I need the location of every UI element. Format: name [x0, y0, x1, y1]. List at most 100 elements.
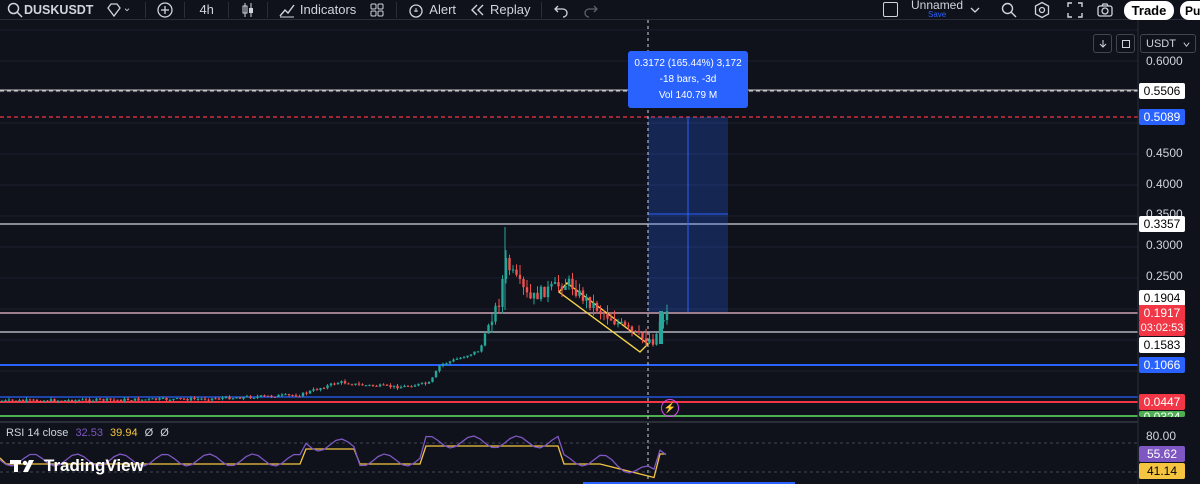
candle-body [277, 395, 280, 398]
redo-button[interactable] [576, 0, 606, 20]
top-toolbar: DUSKUSDT 4h Indicators Alert Replay [0, 0, 1200, 20]
candle-body [644, 338, 648, 343]
candle-body [326, 385, 329, 389]
logo-text: TradingView [44, 456, 144, 475]
rsi-line [0, 435, 667, 474]
scale-icon [1121, 39, 1130, 48]
candle-body [399, 387, 403, 389]
candle-body [585, 296, 588, 301]
publish-button[interactable]: Pu [1180, 1, 1200, 20]
rewind-icon [471, 4, 484, 15]
candle-body [193, 397, 196, 400]
divider [145, 1, 147, 18]
currency-select[interactable]: USDT [1140, 34, 1196, 53]
interval-label: 4h [199, 2, 214, 17]
candle-body [102, 399, 105, 401]
candle-body [529, 292, 532, 299]
candle-body [245, 396, 249, 398]
candle-body [95, 398, 98, 401]
currency-label: USDT [1146, 37, 1176, 50]
undo-button[interactable] [546, 0, 576, 20]
templates-button[interactable] [362, 0, 392, 20]
candle-body [588, 296, 592, 308]
quick-search-icon[interactable] [1000, 1, 1018, 19]
candle-body [266, 395, 270, 397]
candle-body [403, 385, 406, 388]
candle-body [613, 320, 616, 325]
lightning-icon[interactable]: ⚡ [661, 399, 679, 417]
rsi-legend[interactable]: RSI 14 close 32.53 39.94 Ø Ø [6, 427, 173, 439]
alert-button[interactable]: Alert [401, 0, 462, 20]
candle-body [595, 302, 599, 311]
candle-body [378, 384, 382, 387]
trade-button[interactable]: Trade [1124, 1, 1174, 20]
measure-tooltip: 0.3172 (165.44%) 3,172 -18 bars, -3d Vol… [628, 51, 748, 108]
candle-body [137, 398, 140, 401]
candle-body [627, 325, 630, 327]
candle-body [340, 381, 343, 383]
interval-button[interactable]: 4h [189, 0, 223, 20]
layout-checkbox[interactable] [883, 2, 898, 17]
candle-body [560, 286, 564, 290]
chevron-down-icon[interactable] [969, 4, 981, 16]
auto-scale-button[interactable] [1116, 34, 1135, 53]
camera-icon[interactable] [1096, 1, 1114, 19]
candle-body [21, 400, 25, 402]
candle-body [532, 292, 536, 299]
candle-body [469, 354, 473, 356]
replay-label: Replay [490, 2, 531, 17]
scroll-down-button[interactable] [1093, 34, 1112, 53]
candle-body [438, 365, 441, 372]
candle-body [350, 384, 354, 386]
candle-body [431, 377, 434, 382]
candle-body [298, 396, 301, 398]
candle-body [462, 357, 466, 359]
candle-body [161, 397, 165, 399]
divider [227, 1, 229, 18]
candle-body [504, 258, 508, 279]
candles [0, 227, 669, 404]
symbol-search[interactable]: DUSKUSDT [0, 0, 99, 20]
fullscreen-icon[interactable] [1066, 1, 1084, 19]
candle-body [452, 359, 455, 362]
candle-body [32, 399, 35, 401]
candle-body [385, 384, 389, 386]
candle-body [221, 397, 224, 399]
candle-body [550, 283, 553, 287]
layout-name[interactable]: Unnamed [911, 0, 964, 12]
alert-label: Alert [429, 2, 457, 17]
price-chart[interactable] [0, 20, 1200, 484]
price-tag-low: 0.1583 [1139, 337, 1185, 353]
candle-body [315, 389, 319, 391]
compare-button[interactable] [150, 0, 180, 20]
axis-tick: 0.4500 [1146, 146, 1183, 160]
candle-body [284, 394, 287, 396]
candle-body [518, 274, 522, 280]
candle-body [630, 326, 634, 331]
candle-body [280, 394, 284, 396]
tradingview-logo[interactable]: TradingView [10, 456, 144, 476]
divider [396, 1, 398, 18]
candle-body [599, 310, 602, 313]
candle-body [217, 398, 221, 400]
candle-body [42, 400, 46, 403]
layout-save-status: Save [928, 10, 947, 19]
indicators-button[interactable]: Indicators [272, 0, 362, 20]
candle-body [641, 332, 644, 339]
rsi-ma-tag: 41.14 [1139, 463, 1185, 479]
candle-body [46, 400, 49, 402]
diamond-menu-button[interactable] [99, 0, 141, 20]
measure-bars: -18 bars, -3d [659, 74, 717, 85]
search-icon [7, 2, 23, 18]
replay-button[interactable]: Replay [462, 0, 536, 20]
candle-body [333, 383, 336, 385]
candle-body [235, 397, 238, 399]
chart-type-button[interactable] [233, 0, 263, 20]
candle-body [382, 384, 385, 386]
candle-body [126, 398, 130, 401]
candle-body [543, 286, 546, 298]
candle-body [256, 396, 259, 398]
candle-body [25, 399, 28, 401]
settings-gear-icon[interactable] [1033, 1, 1051, 19]
candle-body [242, 396, 245, 399]
